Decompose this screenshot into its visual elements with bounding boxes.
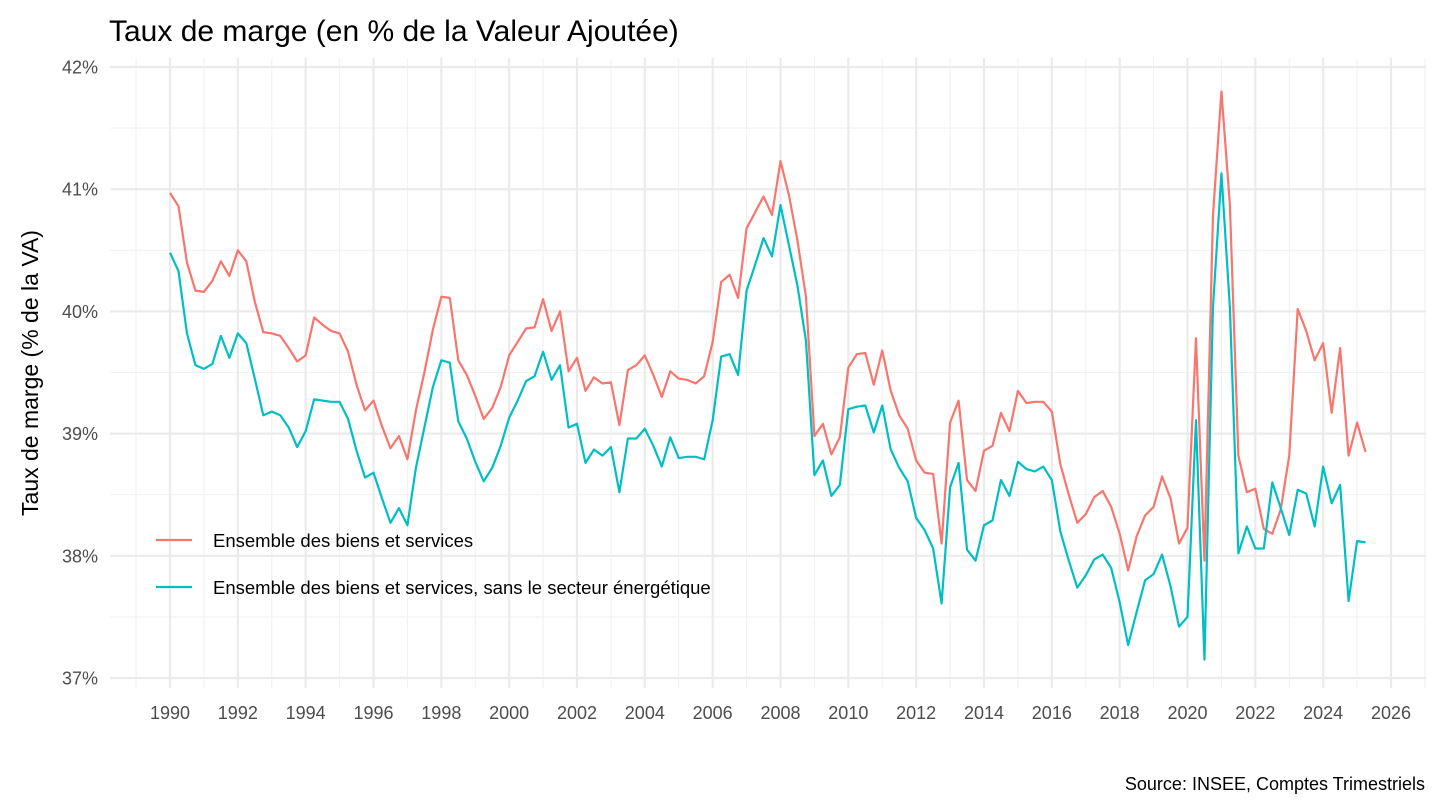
x-tick-label: 1996 [353,703,393,723]
y-tick-label: 41% [62,180,98,200]
x-tick-label: 1998 [421,703,461,723]
legend: Ensemble des biens et services Ensemble … [156,530,711,598]
series-line-2 [169,172,1366,661]
x-tick-label: 2026 [1371,703,1411,723]
legend-label-series-1: Ensemble des biens et services [213,530,473,551]
x-tick-label: 2022 [1235,703,1275,723]
y-tick-label: 40% [62,302,98,322]
x-tick-label: 2018 [1100,703,1140,723]
x-tick-label: 2000 [489,703,529,723]
x-tick-label: 2008 [760,703,800,723]
chart-title: Taux de marge (en % de la Valeur Ajoutée… [109,15,679,48]
y-axis-title: Taux de marge (% de la VA) [17,230,43,516]
x-tick-label: 2014 [964,703,1004,723]
x-tick-label: 1994 [286,703,326,723]
series-line-1 [169,90,1367,572]
source-caption: Source: INSEE, Comptes Trimestriels [1125,774,1425,794]
y-tick-label: 39% [62,424,98,444]
x-tick-label: 1990 [150,703,190,723]
x-tick-label: 2004 [625,703,665,723]
y-tick-label: 37% [62,669,98,689]
y-tick-label: 38% [62,546,98,566]
x-tick-label: 2016 [1032,703,1072,723]
series-layer [169,90,1367,661]
minor-gridlines [110,58,1426,688]
x-tick-label: 2012 [896,703,936,723]
x-tick-label: 2006 [693,703,733,723]
major-gridlines [110,58,1426,688]
legend-label-series-2: Ensemble des biens et services, sans le … [213,577,711,598]
x-tick-label: 1992 [218,703,258,723]
y-tick-label: 42% [62,58,98,78]
x-tick-label: 2010 [828,703,868,723]
y-axis-ticks: 37% 38% 39% 40% 41% 42% [62,58,98,689]
x-tick-label: 2002 [557,703,597,723]
x-tick-label: 2020 [1167,703,1207,723]
x-tick-label: 2024 [1303,703,1343,723]
x-axis-ticks: 1990 1992 1994 1996 1998 2000 2002 2004 2006 2008… [150,703,1411,723]
